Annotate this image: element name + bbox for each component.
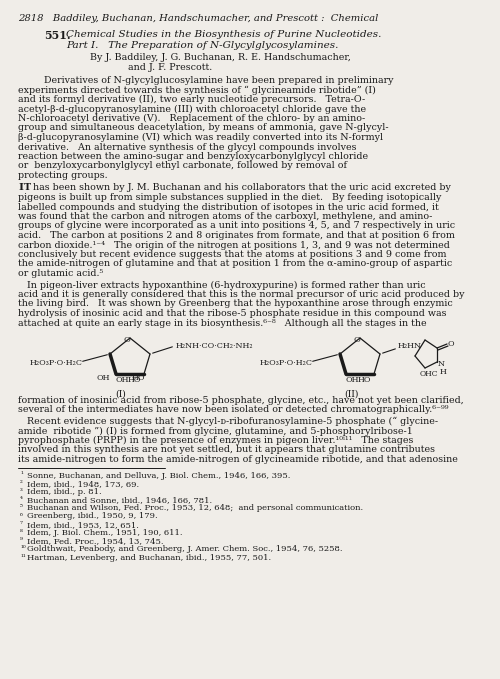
Text: acid.   The carbon at positions 2 and 8 originates from formate, and that at pos: acid. The carbon at positions 2 and 8 or… (18, 231, 455, 240)
Text: OH: OH (96, 374, 110, 382)
Text: amide  ribotide ”) (I) is formed from glycine, glutamine, and 5-phosphorylribose: amide ribotide ”) (I) is formed from gly… (18, 426, 413, 436)
Text: (II): (II) (344, 390, 358, 399)
Text: Recent evidence suggests that N-glycyl-ᴅ-ribofuranosylamine-5 phosphate (“ glyci: Recent evidence suggests that N-glycyl-ᴅ… (18, 417, 438, 426)
Text: Hartman, Levenberg, and Buchanan, ibid., 1955, 77, 501.: Hartman, Levenberg, and Buchanan, ibid.,… (27, 553, 271, 562)
Text: O: O (448, 340, 454, 348)
Text: carbon dioxide.¹⁻⁴   The origin of the nitrogen at positions 1, 3, and 9 was not: carbon dioxide.¹⁻⁴ The origin of the nit… (18, 240, 450, 249)
Text: Chemical Studies in the Biosynthesis of Purine Nucleotides.: Chemical Studies in the Biosynthesis of … (66, 30, 382, 39)
Text: Idem, Fed. Proc., 1954, 13, 745.: Idem, Fed. Proc., 1954, 13, 745. (27, 537, 164, 545)
Text: ⁹: ⁹ (20, 537, 23, 545)
Text: Derivatives of N-glycylglucosylamine have been prepared in preliminary: Derivatives of N-glycylglucosylamine hav… (44, 76, 394, 85)
Text: derivative.   An alternative synthesis of the glycyl compounds involves: derivative. An alternative synthesis of … (18, 143, 356, 151)
Text: Buchanan and Sonne, ibid., 1946, 166, 781.: Buchanan and Sonne, ibid., 1946, 166, 78… (27, 496, 212, 504)
Text: conclusively but recent evidence suggests that the atoms at positions 3 and 9 co: conclusively but recent evidence suggest… (18, 250, 446, 259)
Text: O: O (124, 336, 130, 344)
Text: Part I.   The Preparation of N-Glycylglycosylamines.: Part I. The Preparation of N-Glycylglyco… (66, 41, 338, 50)
Text: labelled compounds and studying the distribution of isotopes in the uric acid fo: labelled compounds and studying the dist… (18, 202, 439, 211)
Text: Goldthwait, Peabody, and Greenberg, J. Amer. Chem. Soc., 1954, 76, 5258.: Goldthwait, Peabody, and Greenberg, J. A… (27, 545, 342, 553)
Text: reaction between the amino-sugar and benzyloxycarbonylglycyl chloride: reaction between the amino-sugar and ben… (18, 152, 368, 161)
Text: pigeons is built up from simple substances supplied in the diet.   By feeding is: pigeons is built up from simple substanc… (18, 193, 442, 202)
Text: OHC: OHC (420, 370, 438, 378)
Text: OH: OH (116, 376, 130, 384)
Text: 551.: 551. (44, 30, 70, 41)
Text: acid and it is generally considered that this is the normal precursor of uric ac: acid and it is generally considered that… (18, 290, 464, 299)
Text: ⁴: ⁴ (20, 496, 23, 504)
Text: its amide-nitrogen to form the amide-nitrogen of glycineamide ribotide, and that: its amide-nitrogen to form the amide-nit… (18, 455, 458, 464)
Text: β-d-glucopyranosylamine (VI) which was readily converted into its N-formyl: β-d-glucopyranosylamine (VI) which was r… (18, 133, 383, 142)
Text: or  benzyloxycarbonylglycyl ethyl carbonate, followed by removal of: or benzyloxycarbonylglycyl ethyl carbona… (18, 162, 347, 170)
Text: H₂HN: H₂HN (398, 342, 422, 350)
Text: and its formyl derivative (II), two early nucleotide precursors.   Tetra-O-: and its formyl derivative (II), two earl… (18, 95, 365, 104)
Text: 2818   Baddiley, Buchanan, Handschumacher, and Prescott :  Chemical: 2818 Baddiley, Buchanan, Handschumacher,… (18, 14, 378, 23)
Text: the living bird.   It was shown by Greenberg that the hypoxanthine arose through: the living bird. It was shown by Greenbe… (18, 299, 453, 308)
Text: H₂O₃P·O·H₂C: H₂O₃P·O·H₂C (260, 359, 313, 367)
Text: formation of inosinic acid from ribose-5 phosphate, glycine, etc., have not yet : formation of inosinic acid from ribose-5… (18, 396, 464, 405)
Text: H₂NH·CO·CH₂·NH₂: H₂NH·CO·CH₂·NH₂ (176, 342, 254, 350)
Text: HO: HO (128, 376, 141, 384)
Text: the amide-nitrogen of glutamine and that at position 1 from the α-amino-group of: the amide-nitrogen of glutamine and that… (18, 259, 452, 268)
Text: ⁵: ⁵ (20, 504, 23, 512)
Text: involved in this synthesis are not yet settled, but it appears that glutamine co: involved in this synthesis are not yet s… (18, 445, 435, 454)
Text: experiments directed towards the synthesis of “ glycineamide ribotide” (I): experiments directed towards the synthes… (18, 86, 376, 95)
Text: ³: ³ (20, 488, 23, 496)
Text: N: N (438, 360, 445, 368)
Text: HO: HO (132, 374, 145, 382)
Text: or glutamic acid.⁵: or glutamic acid.⁵ (18, 269, 103, 278)
Text: and J. F. Prescott.: and J. F. Prescott. (128, 63, 212, 72)
Text: protecting groups.: protecting groups. (18, 171, 108, 180)
Text: (I): (I) (116, 390, 126, 399)
Text: groups of glycine were incorporated as a unit into positions 4, 5, and 7 respect: groups of glycine were incorporated as a… (18, 221, 455, 230)
Text: I: I (18, 183, 23, 193)
Text: was found that the carbon and nitrogen atoms of the carboxyl, methylene, and ami: was found that the carbon and nitrogen a… (18, 212, 432, 221)
Text: pyrophosphate (PRPP) in the presence of enzymes in pigeon liver.¹⁰ⁱ¹¹   The stag: pyrophosphate (PRPP) in the presence of … (18, 436, 413, 445)
Text: Greenberg, ibid., 1950, 9, 179.: Greenberg, ibid., 1950, 9, 179. (27, 513, 158, 521)
Text: Idem, ibid., p. 81.: Idem, ibid., p. 81. (27, 488, 102, 496)
Text: T: T (24, 183, 31, 193)
Text: hydrolysis of inosinic acid and that the ribose-5 phosphate residue in this comp: hydrolysis of inosinic acid and that the… (18, 309, 446, 318)
Text: ⁷: ⁷ (20, 521, 23, 529)
Text: ⁸: ⁸ (20, 529, 23, 537)
Text: acetyl-β-d-glucopyranosylamine (III) with chloroacetyl chloride gave the: acetyl-β-d-glucopyranosylamine (III) wit… (18, 105, 366, 113)
Text: H₂O₃P·O·H₂C: H₂O₃P·O·H₂C (30, 359, 83, 367)
Text: Buchanan and Wilson, Fed. Proc., 1953, 12, 648;  and personal communication.: Buchanan and Wilson, Fed. Proc., 1953, 1… (27, 504, 363, 512)
Text: O: O (354, 336, 360, 344)
Text: Sonne, Buchanan, and Delluva, J. Biol. Chem., 1946, 166, 395.: Sonne, Buchanan, and Delluva, J. Biol. C… (27, 471, 290, 479)
Text: ¹⁰: ¹⁰ (20, 545, 26, 553)
Text: several of the intermediates have now been isolated or detected chromatographica: several of the intermediates have now be… (18, 405, 448, 414)
Text: group and simultaneous deacetylation, by means of ammonia, gave N-glycyl-: group and simultaneous deacetylation, by… (18, 124, 388, 132)
Text: In pigeon-liver extracts hypoxanthine (6-hydroxypurine) is formed rather than ur: In pigeon-liver extracts hypoxanthine (6… (18, 280, 426, 290)
Text: Idem, ibid., 1953, 12, 651.: Idem, ibid., 1953, 12, 651. (27, 521, 139, 529)
Text: Idem, J. Biol. Chem., 1951, 190, 611.: Idem, J. Biol. Chem., 1951, 190, 611. (27, 529, 182, 537)
Text: N-chloroacetyl derivative (V).   Replacement of the chloro- by an amino-: N-chloroacetyl derivative (V). Replaceme… (18, 114, 365, 123)
Text: ⁶: ⁶ (20, 513, 23, 521)
Text: By J. Baddiley, J. G. Buchanan, R. E. Handschumacher,: By J. Baddiley, J. G. Buchanan, R. E. Ha… (90, 53, 351, 62)
Text: ¹¹: ¹¹ (20, 553, 26, 562)
Text: has been shown by J. M. Buchanan and his collaborators that the uric acid excret: has been shown by J. M. Buchanan and his… (30, 183, 451, 193)
Text: HO: HO (358, 376, 372, 384)
Text: OH: OH (346, 376, 360, 384)
Text: attached at quite an early stage in its biosynthesis.⁶⁻⁸   Although all the stag: attached at quite an early stage in its … (18, 318, 426, 327)
Text: ²: ² (20, 479, 23, 488)
Text: Idem, ibid., 1948, 173, 69.: Idem, ibid., 1948, 173, 69. (27, 479, 139, 488)
Text: ¹: ¹ (20, 471, 23, 479)
Text: H: H (440, 368, 447, 376)
